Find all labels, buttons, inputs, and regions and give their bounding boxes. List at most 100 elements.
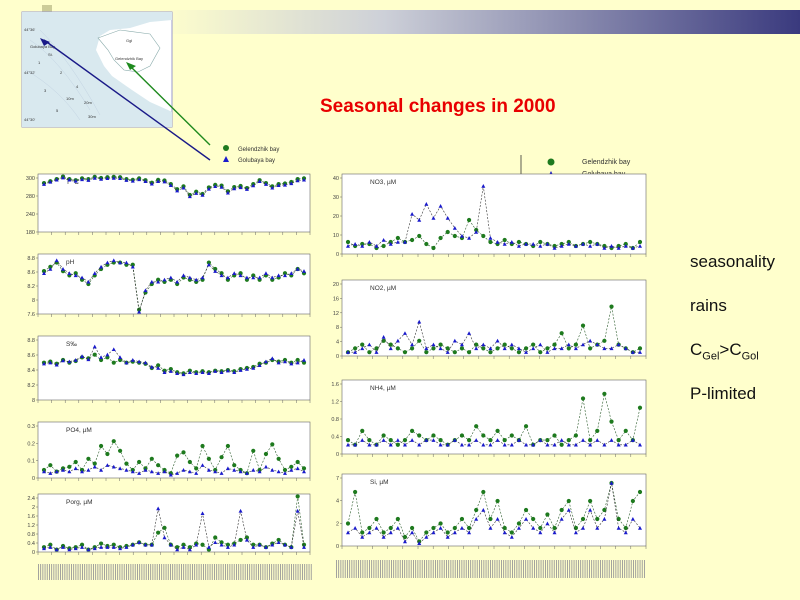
date-tick-mark	[222, 564, 224, 580]
date-tick-mark	[115, 564, 116, 580]
date-tick-mark	[415, 560, 417, 578]
data-point-golubaya	[431, 342, 436, 347]
date-tick-mark	[240, 564, 242, 580]
data-point-golubaya	[417, 541, 422, 545]
date-tick-mark	[132, 564, 134, 580]
data-point-golubaya	[381, 238, 386, 242]
y-tick-label: 300	[26, 176, 35, 182]
site-label: 2	[60, 70, 63, 75]
data-point-gelendzhik	[637, 489, 643, 495]
data-point-golubaya	[156, 506, 161, 511]
data-point-golubaya	[80, 469, 85, 474]
data-point-gelendzhik	[481, 433, 486, 438]
data-point-golubaya	[270, 542, 275, 547]
date-tick-mark	[551, 560, 553, 578]
date-tick-mark	[150, 564, 152, 580]
data-point-golubaya	[61, 545, 66, 549]
data-point-golubaya	[353, 242, 358, 246]
date-tick-mark	[338, 560, 340, 578]
date-tick-mark	[57, 564, 59, 580]
data-point-gelendzhik	[516, 521, 522, 526]
date-tick-mark	[275, 564, 277, 580]
data-point-gelendzhik	[381, 433, 386, 438]
date-tick-mark	[342, 560, 344, 578]
y-tick-label: 0.8	[331, 417, 339, 423]
date-tick-mark	[558, 560, 560, 578]
data-point-golubaya	[111, 545, 116, 549]
date-tick-mark	[564, 560, 566, 578]
data-point-golubaya	[445, 216, 450, 220]
data-point-golubaya	[67, 177, 72, 182]
data-point-golubaya	[566, 242, 571, 246]
chart-ph: 8.8 8.6 8.2 8 7.6 pH	[27, 253, 311, 318]
data-point-golubaya	[124, 545, 129, 549]
date-tick-mark	[505, 560, 507, 578]
date-tick-mark	[490, 560, 491, 578]
series-line-golubaya	[348, 439, 641, 446]
data-point-golubaya	[367, 530, 372, 535]
data-point-golubaya	[219, 471, 224, 475]
data-point-gelendzhik	[431, 346, 436, 351]
date-tick-mark	[503, 560, 505, 578]
data-point-golubaya	[86, 357, 91, 362]
data-point-golubaya	[54, 177, 59, 182]
date-tick-mark	[255, 564, 257, 580]
data-point-gelendzhik	[445, 346, 450, 351]
date-tick-mark	[183, 564, 185, 580]
date-tick-mark	[306, 564, 308, 580]
data-point-gelendzhik	[295, 459, 300, 465]
y-tick-label: 240	[26, 212, 35, 218]
date-tick-mark	[586, 560, 588, 578]
date-tick-mark	[388, 560, 390, 578]
data-point-golubaya	[175, 371, 180, 376]
data-point-golubaya	[431, 438, 436, 442]
slide-title: Seasonal changes in 2000	[320, 96, 556, 117]
data-point-golubaya	[200, 275, 205, 280]
date-tick-mark	[165, 564, 167, 580]
data-point-gelendzhik	[367, 438, 372, 443]
legend-triangle-icon	[223, 156, 229, 162]
data-point-golubaya	[346, 244, 350, 248]
date-tick-mark	[295, 564, 297, 580]
data-point-golubaya	[360, 244, 365, 248]
data-point-golubaya	[232, 468, 237, 472]
date-tick-mark	[84, 564, 86, 580]
data-point-gelendzhik	[409, 525, 415, 531]
date-tick-mark	[470, 560, 472, 578]
date-tick-mark	[452, 560, 454, 578]
data-point-golubaya	[545, 442, 550, 447]
data-point-gelendzhik	[438, 235, 443, 241]
data-point-golubaya	[374, 350, 379, 354]
data-point-golubaya	[353, 350, 358, 354]
date-tick-mark	[371, 560, 373, 578]
data-point-gelendzhik	[424, 350, 429, 355]
date-tick-mark	[353, 560, 355, 578]
data-point-golubaya	[149, 469, 154, 474]
data-point-golubaya	[573, 530, 578, 535]
date-tick-mark	[174, 564, 176, 580]
data-point-golubaya	[417, 442, 422, 447]
date-tick-mark	[231, 564, 233, 580]
data-point-golubaya	[194, 371, 199, 376]
data-point-golubaya	[552, 246, 557, 250]
data-point-golubaya	[410, 530, 415, 535]
data-point-gelendzhik	[488, 516, 493, 522]
data-point-golubaya	[538, 438, 543, 442]
data-point-gelendzhik	[206, 260, 211, 265]
data-point-golubaya	[509, 442, 514, 447]
data-point-golubaya	[602, 346, 607, 351]
data-point-golubaya	[276, 360, 281, 365]
data-point-golubaya	[124, 360, 129, 365]
bullet-concentration: CGel>CGol	[690, 340, 759, 363]
date-tick-mark	[432, 560, 434, 578]
date-tick-mark	[413, 560, 414, 578]
date-tick-mark	[284, 564, 286, 580]
data-point-golubaya	[559, 346, 564, 351]
data-point-golubaya	[263, 359, 268, 364]
date-tick-mark	[178, 564, 180, 580]
data-point-golubaya	[402, 539, 407, 544]
data-point-golubaya	[105, 463, 110, 467]
date-tick-mark	[542, 560, 544, 578]
date-tick-mark	[293, 564, 295, 580]
